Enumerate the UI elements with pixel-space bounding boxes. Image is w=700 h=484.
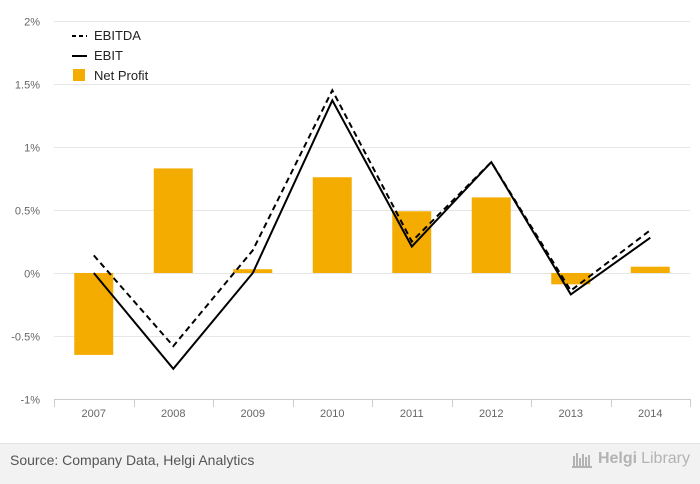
net-profit-bar[interactable]	[153, 168, 193, 273]
y-tick-label: -0.5%	[11, 332, 40, 344]
legend-label-net-profit: Net Profit	[94, 68, 149, 83]
legend-item-ebit[interactable]: EBIT	[72, 48, 123, 63]
x-tick-label: 2010	[320, 408, 344, 420]
legend-label-ebitda: EBITDA	[94, 28, 141, 43]
legend: EBITDA EBIT Net Profit	[72, 28, 149, 83]
logo-text-helgi: Helgi	[597, 450, 638, 467]
chart: 2%1.5%1%0.5%0%-0.5%-1% 2007 2008 2009 2010 2…	[11, 17, 691, 420]
library-icon	[571, 453, 592, 468]
gridlines	[54, 21, 690, 400]
x-tick-label: 2009	[241, 408, 265, 420]
net-profit-bars	[74, 168, 670, 355]
ebitda-line[interactable]	[93, 88, 651, 348]
legend-swatch-net-profit	[73, 69, 85, 81]
legend-label-ebit: EBIT	[94, 48, 123, 63]
y-tick-label: 1.5%	[15, 80, 40, 92]
y-tick-label: 0.5%	[15, 206, 40, 218]
net-profit-bar[interactable]	[312, 177, 352, 273]
ebit-line[interactable]	[93, 98, 651, 371]
net-profit-bar[interactable]	[630, 266, 670, 273]
helgi-library-logo: Helgi Library	[571, 450, 690, 468]
legend-item-net-profit[interactable]: Net Profit	[73, 68, 149, 83]
line-series	[93, 88, 651, 371]
net-profit-bar[interactable]	[74, 273, 114, 355]
y-tick-label: 1%	[24, 143, 40, 155]
x-tick-label: 2007	[82, 408, 106, 420]
y-tick-label: 0%	[24, 269, 40, 281]
y-tick-label: 2%	[24, 17, 40, 29]
x-axis: 2007 2008 2009 2010 2011 2012 2013 2014	[54, 399, 691, 420]
logo-text-library: Library	[641, 450, 690, 467]
y-tick-label: -1%	[20, 395, 40, 407]
source-text: Source: Company Data, Helgi Analytics	[10, 452, 255, 468]
x-tick-label: 2014	[638, 408, 662, 420]
x-tick-label: 2012	[479, 408, 503, 420]
net-profit-bar[interactable]	[471, 197, 511, 273]
x-tick-label: 2008	[161, 408, 185, 420]
net-profit-bar[interactable]	[551, 273, 591, 285]
legend-item-ebitda[interactable]: EBITDA	[72, 28, 141, 43]
x-tick-label: 2013	[559, 408, 583, 420]
x-tick-label: 2011	[400, 408, 424, 420]
y-axis: 2% 1.5% 1% 0.5% 0% -0.5% -1%	[11, 17, 40, 407]
footer: Source: Company Data, Helgi Analytics He…	[0, 443, 700, 484]
